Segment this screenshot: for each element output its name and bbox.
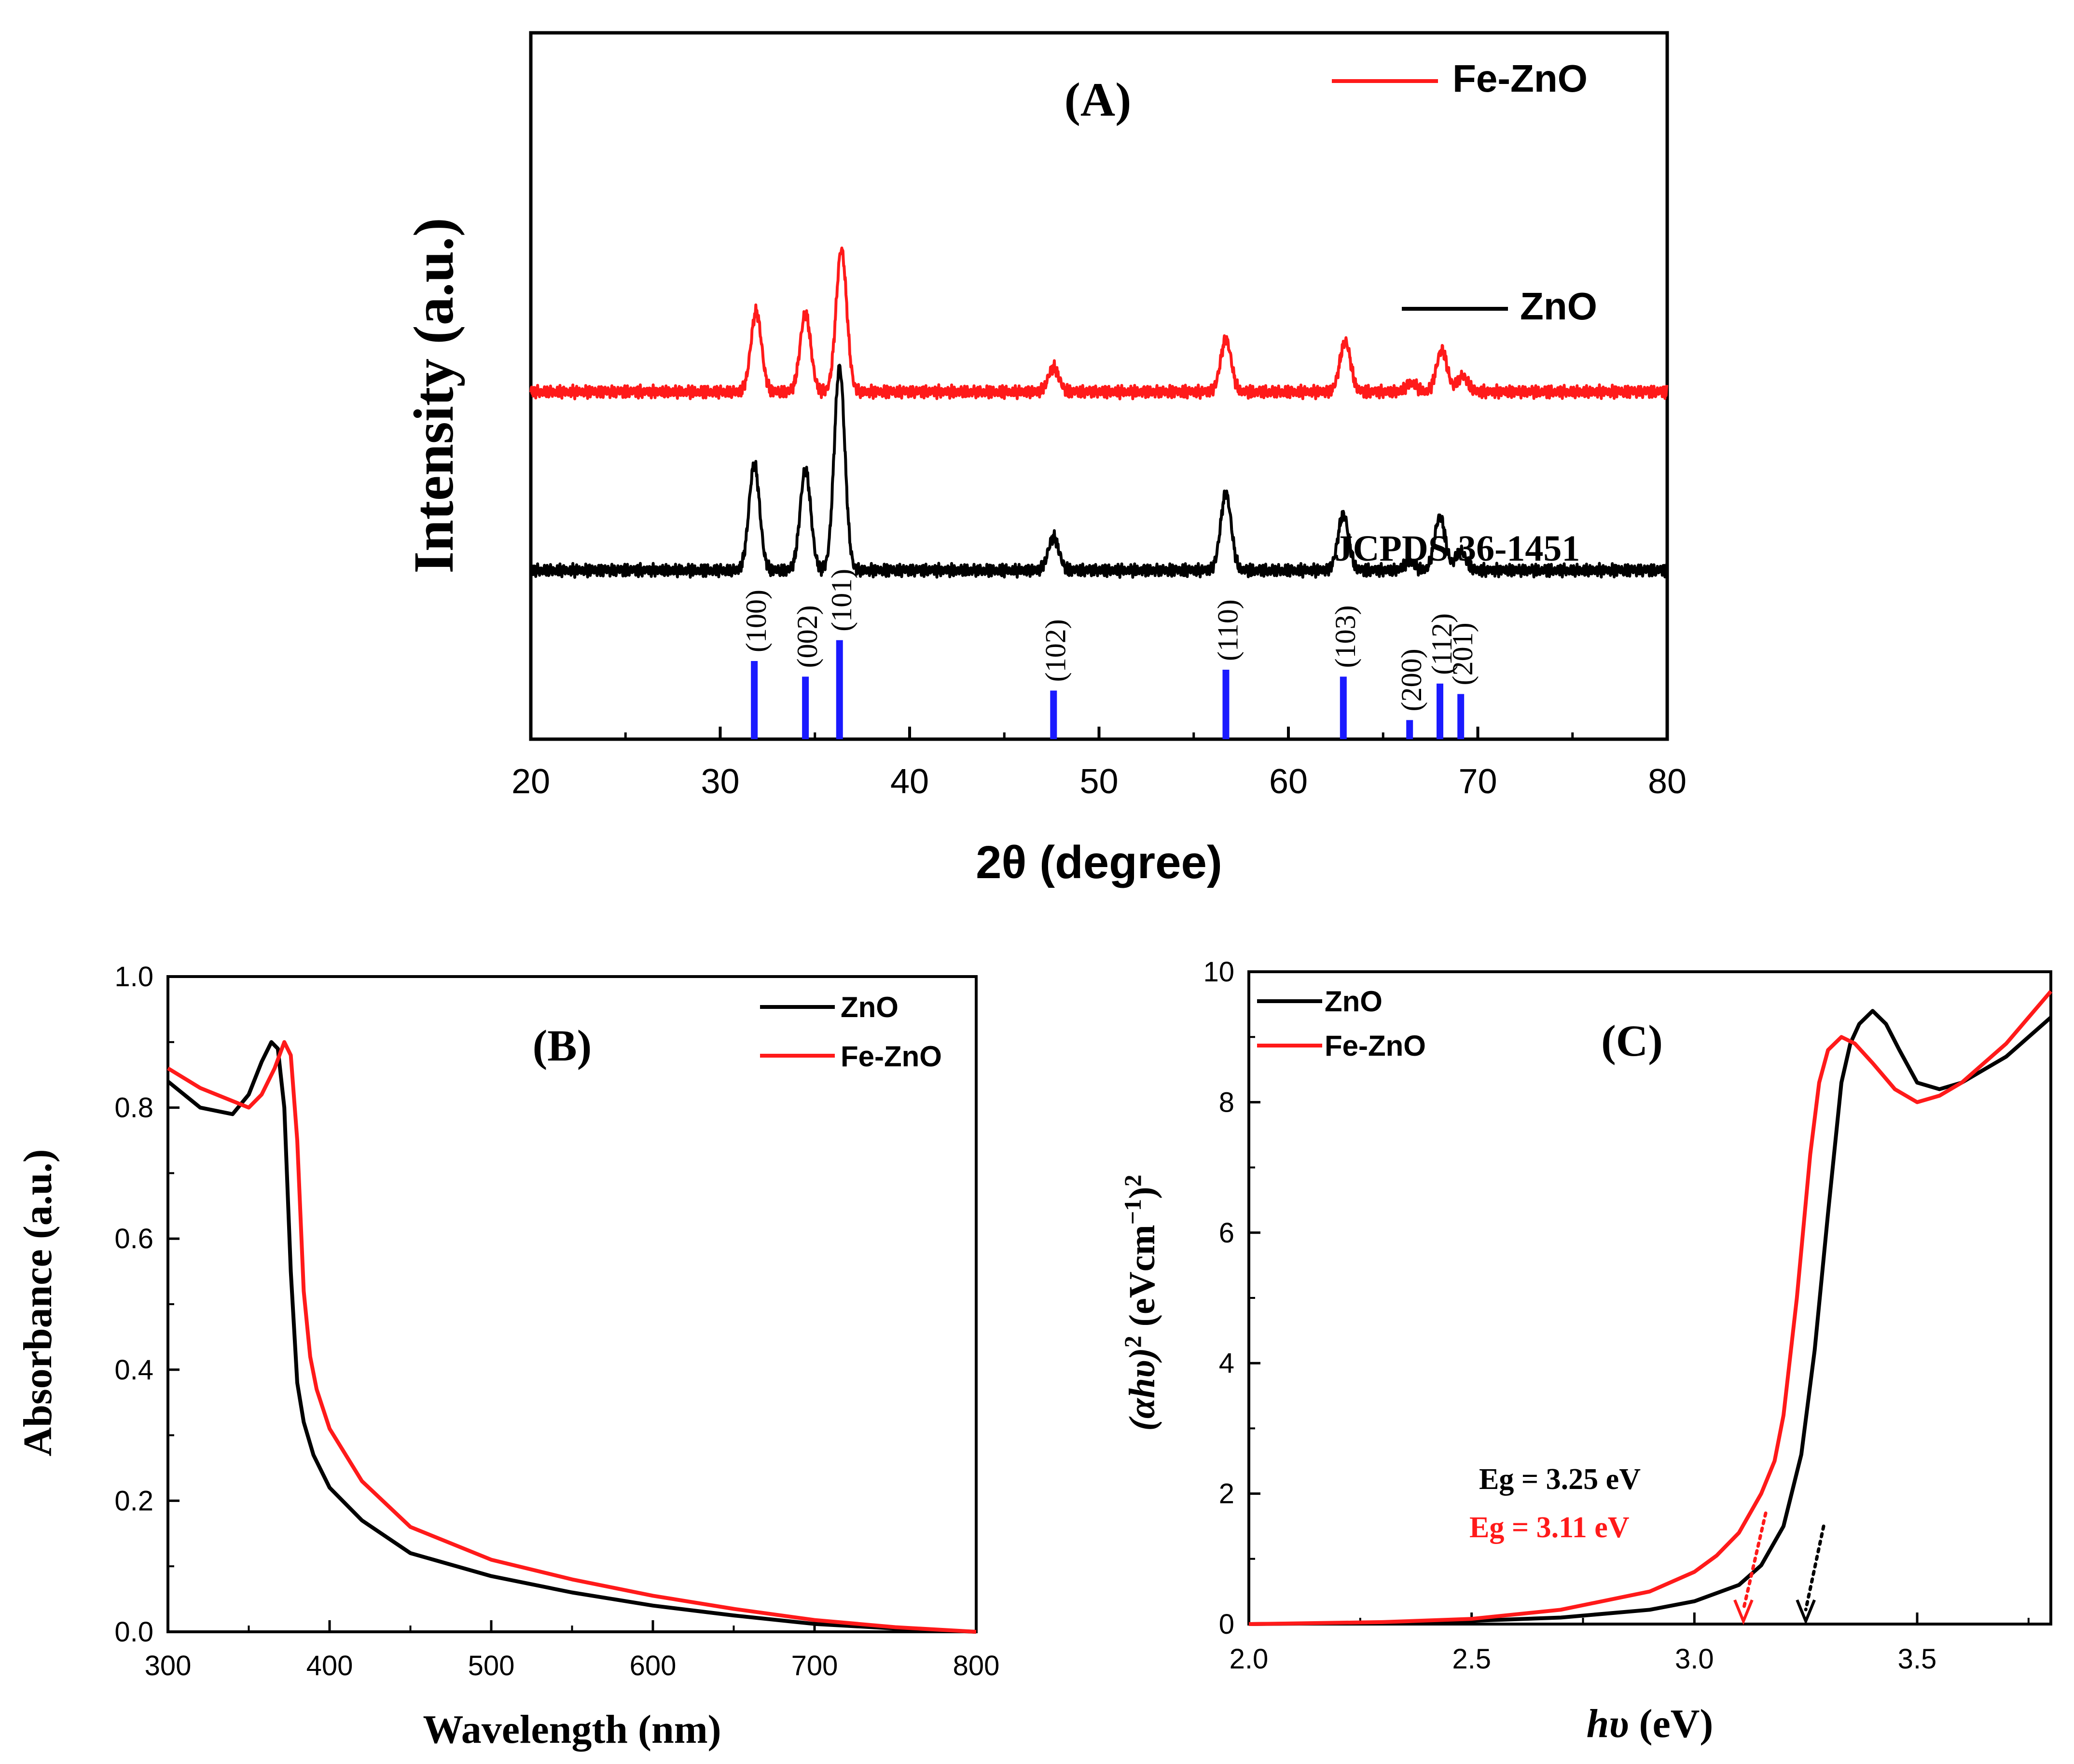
y-tick-label: 0 bbox=[1219, 1609, 1234, 1640]
reference-hkl-label: (110) bbox=[1212, 599, 1244, 661]
y-axis-label-part: ) bbox=[1122, 1187, 1162, 1199]
x-tick-label: 30 bbox=[701, 762, 739, 801]
legend-label-fe-zno: Fe-ZnO bbox=[841, 1040, 942, 1073]
reference-hkl-label: (201) bbox=[1447, 622, 1479, 685]
y-tick-label: 0.6 bbox=[114, 1223, 153, 1254]
y-tick-label: 0.8 bbox=[114, 1092, 153, 1124]
plot-frame bbox=[166, 975, 978, 1633]
x-tick-label: 700 bbox=[791, 1650, 838, 1681]
x-tick-label: 600 bbox=[630, 1650, 677, 1681]
x-axis-label-unit: (eV) bbox=[1629, 1701, 1713, 1746]
legend-label-zno: ZnO bbox=[1325, 985, 1383, 1018]
reference-hkl-label: (102) bbox=[1039, 619, 1071, 682]
bandgap-extrapolation-fe-zno bbox=[1742, 1511, 1768, 1612]
x-tick-label: 300 bbox=[145, 1650, 192, 1681]
series-line-fe-zno bbox=[1248, 990, 2053, 1626]
x-tick-label: 60 bbox=[1269, 762, 1308, 801]
x-tick-label: 50 bbox=[1079, 762, 1118, 801]
x-tick-label: 3.5 bbox=[1898, 1643, 1937, 1675]
reference-hkl-label: (100) bbox=[740, 590, 772, 652]
bandgap-arrowhead-zno bbox=[1796, 1599, 1816, 1625]
legend-label-fe-zno: Fe-ZnO bbox=[1325, 1030, 1426, 1062]
bandgap-arrowhead-fe-zno bbox=[1733, 1599, 1754, 1625]
y-axis-label-part: (eVcm bbox=[1122, 1225, 1162, 1336]
series-line-zno bbox=[529, 363, 1669, 579]
series-line-zno bbox=[166, 1040, 977, 1634]
x-tick-label: 20 bbox=[512, 762, 550, 801]
reference-hkl-label: (002) bbox=[791, 605, 823, 668]
x-tick-label: 80 bbox=[1648, 762, 1687, 801]
x-tick-label: 800 bbox=[953, 1650, 1000, 1681]
y-tick-label: 2 bbox=[1219, 1478, 1234, 1510]
reference-hkl-label: (101) bbox=[826, 569, 857, 632]
x-tick-label: 2.0 bbox=[1230, 1643, 1269, 1675]
bandgap-extrapolation-zno bbox=[1804, 1524, 1825, 1612]
y-tick-label: 0.2 bbox=[114, 1485, 153, 1516]
reference-label: JCPDS 36-1451 bbox=[1335, 528, 1580, 569]
y-tick-label: 4 bbox=[1219, 1348, 1234, 1379]
series-line-zno bbox=[1248, 1009, 2052, 1626]
panel-label: (C) bbox=[1601, 1016, 1663, 1065]
y-tick-label: 1.0 bbox=[114, 961, 153, 992]
y-tick-label: 0.0 bbox=[114, 1616, 153, 1648]
y-axis-label-part: (αhυ) bbox=[1122, 1348, 1162, 1431]
y-axis-label: (αhυ)2 (eVcm−1)2 bbox=[1119, 1175, 1162, 1431]
panel-b-absorbance: 300 400 500 600 700 800 0.0 0.2 0.4 0.6 0.8 1.0 Wave… bbox=[15, 961, 999, 1752]
x-tick-label: 3.0 bbox=[1675, 1643, 1714, 1675]
panel-label: (A) bbox=[1065, 73, 1132, 126]
reference-hkl-label: (112) bbox=[1426, 613, 1458, 675]
y-tick-label: 6 bbox=[1219, 1217, 1234, 1249]
y-axis-label-superscript: −1 bbox=[1119, 1199, 1146, 1225]
legend-label-zno: ZnO bbox=[1520, 285, 1597, 328]
x-axis-label: 2θ (degree) bbox=[976, 837, 1222, 888]
x-axis-label: hυ (eV) bbox=[1587, 1701, 1714, 1746]
y-axis-label: Absorbance (a.u.) bbox=[15, 1149, 60, 1456]
y-tick-label: 8 bbox=[1219, 1087, 1234, 1118]
reference-hkl-label: (103) bbox=[1329, 605, 1361, 668]
panel-label: (B) bbox=[533, 1021, 592, 1070]
series-line-fe-zno bbox=[166, 1040, 977, 1634]
x-tick-label: 400 bbox=[306, 1650, 353, 1681]
legend-label-zno: ZnO bbox=[841, 991, 899, 1023]
x-tick-label: 2.5 bbox=[1452, 1643, 1491, 1675]
y-axis-label-superscript: 2 bbox=[1119, 1175, 1146, 1187]
x-axis-label-symbol: hυ bbox=[1587, 1701, 1629, 1746]
panel-a-xrd: 20 30 40 50 60 70 80 2θ (degree) Intensity (a.u.… bbox=[402, 31, 1687, 888]
plot-frame bbox=[1247, 970, 2052, 1626]
annotation-eg-fe-zno: Eg = 3.11 eV bbox=[1469, 1511, 1630, 1544]
series-line-fe-zno bbox=[529, 247, 1669, 400]
reference-hkl-label: (200) bbox=[1396, 648, 1427, 711]
x-tick-label: 500 bbox=[468, 1650, 515, 1681]
x-tick-label: 40 bbox=[890, 762, 929, 801]
legend-label-fe-zno: Fe-ZnO bbox=[1452, 57, 1588, 100]
annotation-eg-zno: Eg = 3.25 eV bbox=[1479, 1463, 1641, 1496]
x-axis-label: Wavelength (nm) bbox=[423, 1707, 721, 1752]
y-axis-label-superscript: 2 bbox=[1119, 1336, 1146, 1348]
y-tick-label: 10 bbox=[1203, 956, 1234, 988]
y-tick-label: 0.4 bbox=[114, 1354, 153, 1386]
y-axis-label: Intensity (a.u.) bbox=[402, 218, 465, 574]
x-tick-label: 70 bbox=[1458, 762, 1497, 801]
